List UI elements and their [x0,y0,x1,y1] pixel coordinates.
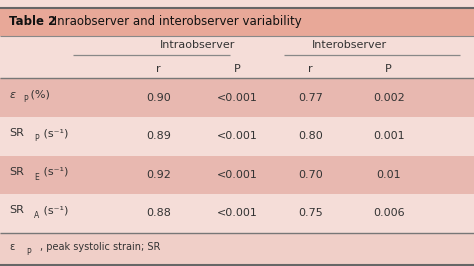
Text: 0.88: 0.88 [146,209,171,218]
FancyBboxPatch shape [0,60,474,78]
FancyBboxPatch shape [0,8,474,36]
Text: ε: ε [9,90,16,99]
Text: 0.80: 0.80 [298,131,323,141]
Text: 0.90: 0.90 [146,93,171,103]
Text: E: E [34,173,39,181]
Text: r: r [156,64,161,74]
Text: P: P [23,95,27,104]
Text: <0.001: <0.001 [217,170,257,180]
Text: 0.92: 0.92 [146,170,171,180]
Text: SR: SR [9,205,24,215]
Text: 0.01: 0.01 [376,170,401,180]
Text: P: P [234,64,240,74]
FancyBboxPatch shape [0,156,474,194]
Text: 0.89: 0.89 [146,131,171,141]
Text: A: A [34,211,39,220]
FancyBboxPatch shape [0,194,474,233]
Text: (s⁻¹): (s⁻¹) [40,205,69,215]
Text: P: P [27,248,31,257]
Text: , peak systolic strain; SR: , peak systolic strain; SR [40,242,161,252]
Text: r: r [308,64,313,74]
Text: <0.001: <0.001 [217,131,257,141]
Text: 0.001: 0.001 [373,131,404,141]
Text: P: P [34,134,39,143]
FancyBboxPatch shape [0,36,474,60]
Text: <0.001: <0.001 [217,209,257,218]
Text: SR: SR [9,167,24,177]
Text: Intraobserver: Intraobserver [160,40,236,50]
Text: SR: SR [9,128,24,138]
Text: 0.006: 0.006 [373,209,404,218]
FancyBboxPatch shape [0,78,474,117]
Text: 0.77: 0.77 [298,93,323,103]
FancyBboxPatch shape [0,117,474,156]
FancyBboxPatch shape [0,233,474,266]
Text: (%): (%) [27,90,50,99]
Text: P: P [385,64,392,74]
Text: ε: ε [9,242,15,252]
Text: 0.002: 0.002 [373,93,404,103]
Text: 0.70: 0.70 [298,170,323,180]
Text: Interobserver: Interobserver [312,40,387,50]
Text: Table 2: Table 2 [9,15,57,28]
Text: <0.001: <0.001 [217,93,257,103]
Text: (s⁻¹): (s⁻¹) [40,167,69,177]
Text: Inraobserver and interobserver variability: Inraobserver and interobserver variabili… [50,15,301,28]
Text: (s⁻¹): (s⁻¹) [40,128,69,138]
Text: 0.75: 0.75 [298,209,323,218]
